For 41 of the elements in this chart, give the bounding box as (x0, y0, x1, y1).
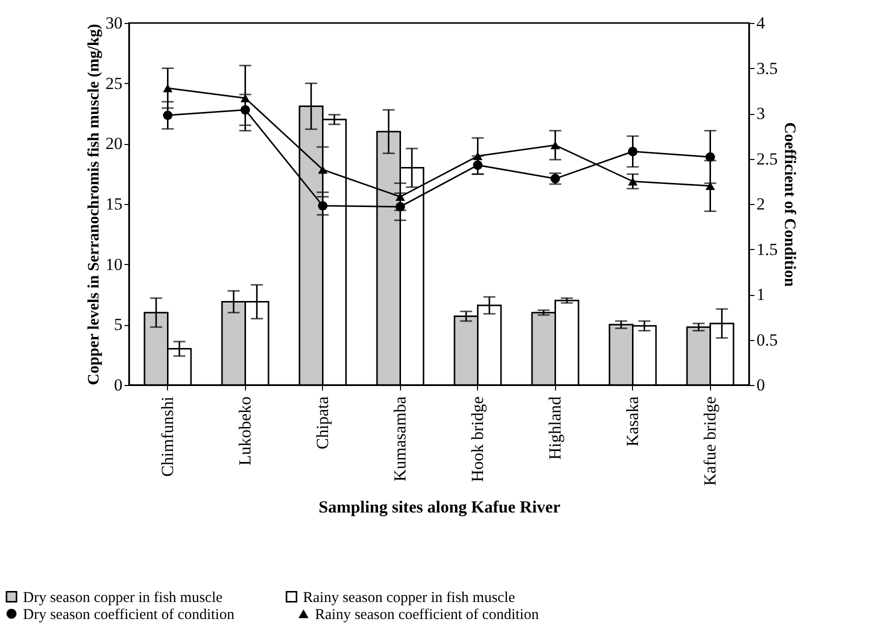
y-tick-label: 15 (106, 194, 122, 214)
x-tick-label: Chipata (312, 396, 332, 450)
y2-tick-label: 3.5 (756, 58, 778, 78)
legend-label: Dry season copper in fish muscle (23, 590, 223, 606)
point (318, 166, 328, 174)
y2-tick-label: 2 (756, 194, 765, 214)
legend-label: Rainy season coefficient of condition (315, 606, 540, 623)
y-axis-title: Copper levels in Serranochromis fish muscle (mg/kg) (86, 24, 102, 386)
y2-tick-label: 3 (756, 104, 765, 123)
point (240, 94, 250, 102)
y2-axis-title: Coefficient of Condition (780, 122, 798, 287)
y-tick-label: 20 (106, 134, 122, 154)
point (473, 160, 482, 170)
point (163, 110, 172, 120)
x-axis-title: Sampling sites along Kafue River (318, 498, 561, 517)
y-tick-label: 30 (106, 14, 122, 32)
x-tick-label: Chimfunshi (158, 396, 177, 477)
y2-tick-label: 1.5 (756, 240, 778, 259)
y-tick-label: 0 (114, 376, 122, 394)
y2-tick-label: 1 (756, 285, 765, 304)
point (396, 202, 405, 212)
x-tick-label: Highland (545, 396, 564, 460)
x-tick-label: Lukobeko (235, 396, 254, 466)
y2-tick-label: 0.5 (756, 330, 778, 350)
x-tick-label: Kumasamba (390, 396, 410, 482)
y-tick-label: 5 (114, 315, 122, 334)
x-tick-label: Hook bridge (468, 396, 487, 482)
point (240, 105, 250, 115)
point (163, 84, 172, 92)
point (706, 152, 715, 162)
legend-label: Dry season coefficient of condition (23, 606, 235, 623)
y2-tick-label: 0 (756, 376, 765, 394)
y2-tick-label: 2.5 (756, 149, 778, 168)
point (318, 201, 328, 211)
legend-label: Rainy season copper in fish muscle (303, 590, 516, 606)
x-tick-label: Kafue bridge (700, 396, 720, 486)
y-tick-label: 10 (106, 254, 122, 274)
x-tick-label: Kasaka (622, 396, 642, 447)
y2-tick-label: 4 (756, 14, 766, 32)
point (628, 146, 638, 156)
y-tick-label: 25 (106, 74, 122, 93)
